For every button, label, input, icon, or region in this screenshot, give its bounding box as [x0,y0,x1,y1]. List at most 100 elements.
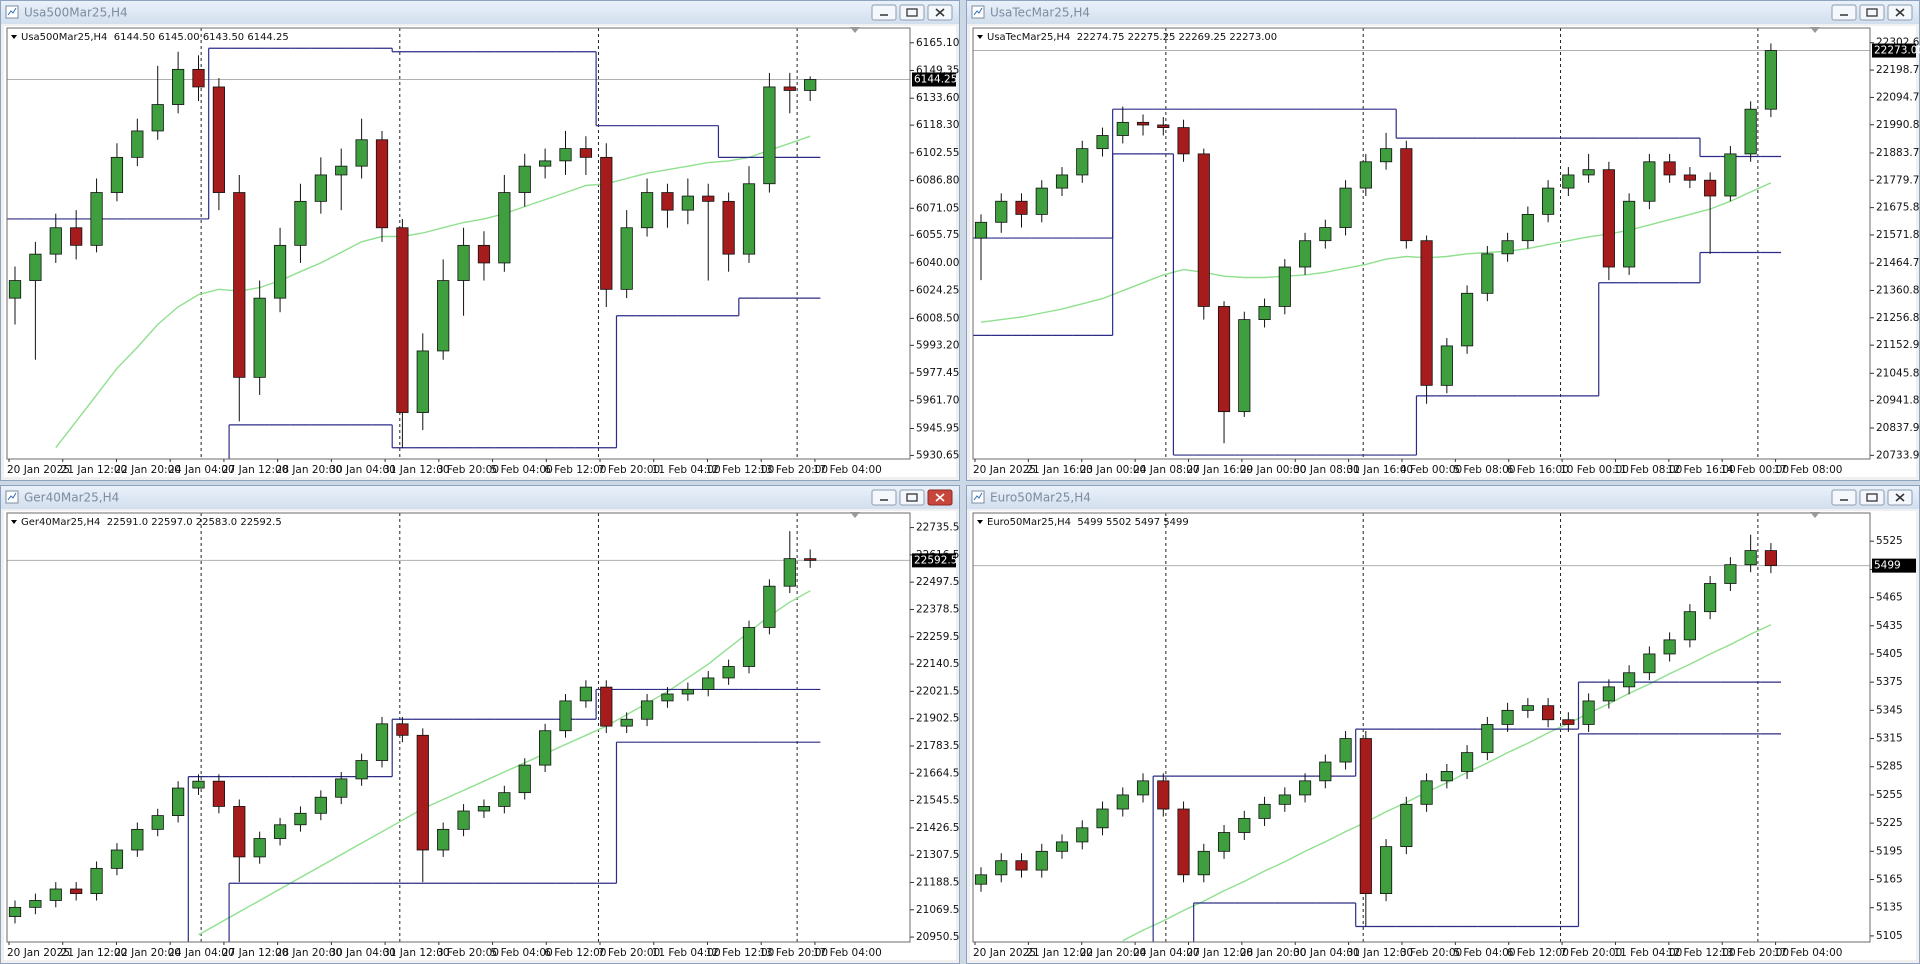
candle-body [1744,108,1757,155]
window-min-button[interactable] [871,4,897,21]
y-tick-label: 21069.5 [916,904,959,916]
x-tick-label: 31 Jan 12:00 [383,464,449,476]
window-title: Ger40Mar25,H4 [24,491,119,505]
candle-body [1744,550,1757,566]
candle-body [763,86,776,185]
x-tick-label: 20 Jan 2025 [973,947,1036,959]
window-max-button[interactable] [899,4,925,21]
candle-body [1683,174,1696,181]
candle-body [1278,266,1291,307]
y-tick-label: 21902.5 [916,713,959,725]
candle-body [702,195,715,202]
x-tick-label: 13 Feb 20:00 [759,464,828,476]
price-tag [1872,558,1916,573]
plot-frame [972,512,1871,943]
y-tick-label: 5195 [1876,845,1903,857]
x-tick-label: 30 Jan 04:00 [329,464,395,476]
candle-body [1582,169,1595,176]
glyph [906,493,918,502]
candle-body [1258,306,1271,321]
x-tick-label: 13 Feb 20:00 [1720,947,1789,959]
symbol-info: Euro50Mar25,H4 5499 5502 5497 5499 [987,517,1189,528]
y-tick-label: 20733.95 [1876,449,1920,461]
plot [7,513,910,942]
price-tag [1872,43,1916,58]
candle-body [1623,200,1636,268]
x-tick-label: 3 Feb 20:00 [437,947,499,959]
candle-body [437,828,450,851]
y-tick-label: 5525 [1876,535,1903,547]
y-tick-label: 6024.25 [916,285,959,297]
y-tick-label: 20837.90 [1876,422,1920,434]
candle-body [1582,700,1595,725]
candle-body [1501,709,1514,725]
plot-frame [6,27,911,460]
price-tag [912,72,956,87]
x-tick-label: 3 Feb 20:00 [437,464,499,476]
candle-body [1177,127,1190,155]
window-min-button[interactable] [1831,489,1857,506]
candle-body [1440,771,1453,782]
y-tick-label: 5977.45 [916,367,959,379]
y-tick-label: 21545.5 [916,795,959,807]
x-tick-label: 28 Jan 20:00 [276,947,342,959]
candle-body [1683,611,1696,641]
x-tick-label: 27 Jan 12:00 [1186,947,1252,959]
candle-body [1238,818,1251,833]
candle-body [1076,827,1089,843]
candle-body [783,558,796,587]
candle-body [1035,850,1048,871]
window-max-button[interactable] [899,489,925,506]
candle-body [314,174,327,202]
candle-body [1015,200,1028,215]
candle-body [722,200,735,255]
candle-body [233,806,246,858]
x-tick-label: 20 Jan 2025 [7,947,70,959]
candle-body [1339,738,1352,763]
y-tick-label: 21152.90 [1876,339,1920,351]
window-icon-glyph [7,492,17,501]
window-min-button[interactable] [1831,4,1857,21]
y-tick-label: 5315 [1876,733,1903,745]
x-tick-label: 7 Feb 20:00 [1560,947,1622,959]
candle-body [1136,780,1150,796]
x-tick-label: 20 Jan 2025 [7,464,70,476]
y-tick-label: 21571.85 [1876,229,1920,241]
candle-body [1521,213,1534,242]
window-max-button[interactable] [1859,4,1885,21]
title-bar [1,1,959,24]
candle-body [702,677,715,690]
y-tick-label: 5345 [1876,704,1903,716]
y-tick-label: 5165 [1876,874,1903,886]
candle-body [1298,240,1312,268]
candle-body [1704,179,1717,197]
candle-body [1542,705,1555,721]
candle-body [1319,761,1332,782]
x-tick-label: 12 Feb 12:00 [705,947,774,959]
price-tag-label: 6144.25 [914,73,957,85]
y-tick-label: 5993.20 [916,339,959,351]
glyph [1866,493,1878,502]
candle-body [355,760,368,780]
candle-body [131,828,144,851]
y-tick-label: 21045.80 [1876,367,1920,379]
candle-body [559,700,572,732]
glyph [1895,8,1905,17]
symbol-info: Usa500Mar25,H4 6144.50 6145.00 6143.50 6… [21,32,289,43]
window-min-button[interactable] [871,489,897,506]
x-tick-label: 28 Jan 20:00 [276,464,342,476]
x-tick-label: 27 Jan 12:00 [222,947,288,959]
y-tick-label: 21426.5 [916,822,959,834]
candle-body [1461,292,1474,347]
candle-body [1319,227,1332,242]
x-tick-label: 27 Jan 16:00 [1186,464,1252,476]
candle-body [396,723,409,736]
x-tick-label: 6 Feb 16:00 [1507,464,1569,476]
plot [7,28,910,459]
candle-body [273,244,287,299]
candle-body [1400,148,1413,242]
x-tick-label: 7 Feb 20:00 [598,464,660,476]
window-max-button[interactable] [1859,489,1885,506]
candle-body [1055,841,1069,852]
candle-body [49,888,62,901]
